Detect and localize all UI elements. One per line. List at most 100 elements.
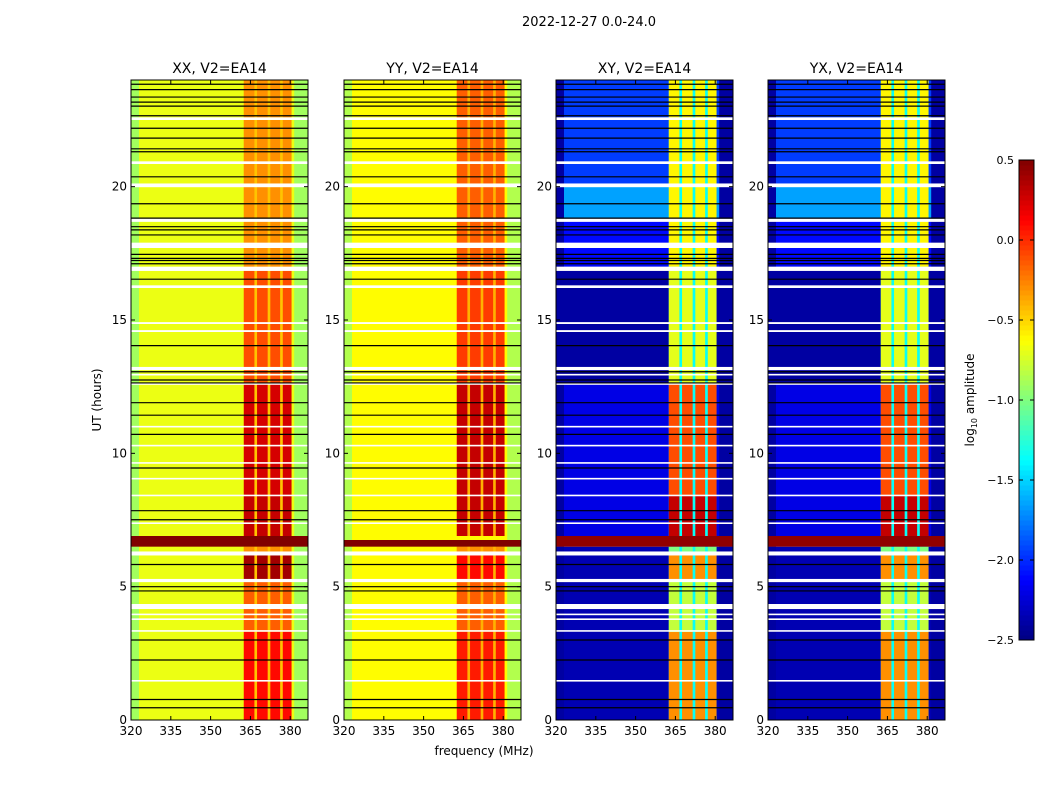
heatmap-cell-rfi: [707, 554, 717, 582]
colorbar-slice: [1019, 210, 1034, 216]
y-tick-label: 15: [325, 313, 340, 327]
flagged-row: [344, 373, 521, 376]
colorbar-slice: [1019, 360, 1034, 366]
x-tick-label: 365: [876, 724, 899, 738]
heatmap-cell-rfi: [695, 546, 706, 555]
heatmap-cell-rfi: [907, 384, 918, 496]
colorbar-slice: [1019, 515, 1034, 521]
heatmap-cell-rfi: [243, 632, 255, 720]
colorbar-slice: [1019, 320, 1034, 326]
heatmap-cell-rfi: [483, 632, 494, 720]
colorbar-slice: [1019, 555, 1034, 561]
colorbar-slice: [1019, 550, 1034, 556]
heatmap-cell-rfi: [668, 546, 680, 555]
colorbar-slice: [1019, 250, 1034, 256]
heatmap-cell-rfi: [682, 496, 693, 536]
flagged-row: [131, 266, 308, 271]
x-tick-label: 320: [545, 724, 568, 738]
y-tick-label: 15: [112, 313, 127, 327]
y-tick-label: 10: [325, 446, 340, 460]
flagged-row: [344, 522, 521, 524]
colorbar-slice: [1019, 460, 1034, 466]
heatmap-cell-rfi: [282, 632, 292, 720]
colorbar-slice: [1019, 445, 1034, 451]
flagged-row: [768, 522, 945, 524]
y-tick-label: 0: [332, 713, 340, 727]
flagged-row: [131, 462, 308, 464]
figure-suptitle: 2022-12-27 0.0-24.0: [522, 15, 656, 30]
heatmap-cell-rfi: [495, 546, 505, 555]
heatmap-cell-full-band: [131, 536, 308, 547]
x-tick-label: 320: [120, 724, 143, 738]
heatmap-cell-rfi: [243, 554, 255, 582]
colorbar-slice: [1019, 435, 1034, 441]
colorbar-slice: [1019, 545, 1034, 551]
heatmap-cell-rfi: [707, 384, 717, 496]
heatmap-cell-rfi: [257, 632, 268, 720]
colorbar-slice: [1019, 385, 1034, 391]
flagged-row: [556, 618, 733, 620]
heatmap-cell-full-band: [344, 540, 521, 547]
heatmap-cell-rfi: [695, 496, 706, 536]
colorbar-slice: [1019, 565, 1034, 571]
heatmap-cell-rfi: [282, 384, 292, 496]
colorbar-slice: [1019, 275, 1034, 281]
flagged-row: [768, 680, 945, 682]
flagged-row: [344, 425, 521, 428]
heatmap-cell-rfi: [495, 80, 505, 267]
heatmap-cell-rfi: [695, 384, 706, 496]
heatmap-cell-rfi: [282, 496, 292, 536]
heatmap-cell-rfi: [907, 80, 918, 267]
colorbar-slice: [1019, 485, 1034, 491]
colorbar-slice: [1019, 215, 1034, 221]
heatmap-cell-rfi: [907, 554, 918, 582]
heatmap-cell-rfi: [470, 496, 481, 536]
heatmap-cell-rfi: [243, 546, 255, 555]
colorbar-slice: [1019, 600, 1034, 606]
flagged-row: [556, 161, 733, 164]
heatmap-cell-rfi: [668, 384, 680, 496]
heatmap-cell-rfi: [707, 80, 717, 267]
colorbar-slice: [1019, 590, 1034, 596]
heatmap-cell-rfi: [243, 496, 255, 536]
colorbar-slice: [1019, 395, 1034, 401]
x-tick-label: 365: [452, 724, 475, 738]
flagged-row: [556, 494, 733, 497]
heatmap-cell-band-edge: [931, 80, 945, 187]
heatmap-cell-rfi: [270, 80, 281, 267]
colorbar-slice: [1019, 180, 1034, 186]
y-tick-label: 20: [749, 180, 764, 194]
heatmap-cell-rfi: [257, 80, 268, 267]
heatmap-cell-rfi: [243, 266, 255, 384]
y-tick-label: 10: [537, 446, 552, 460]
colorbar-slice: [1019, 570, 1034, 576]
heatmap-cell-rfi: [456, 632, 468, 720]
flagged-row: [344, 604, 521, 610]
colorbar-slice: [1019, 280, 1034, 286]
flagged-row: [556, 522, 733, 524]
heatmap-cell-rfi: [470, 546, 481, 555]
heatmap-cell-band-edge: [931, 266, 945, 384]
heatmap-cell-rfi: [270, 496, 281, 536]
colorbar-slice: [1019, 370, 1034, 376]
flagged-row: [344, 630, 521, 632]
panel-title: YX, V2=EA14: [809, 61, 904, 77]
colorbar-slice: [1019, 335, 1034, 341]
flagged-row: [344, 266, 521, 271]
colorbar-slice: [1019, 340, 1034, 346]
y-tick-label: 10: [749, 446, 764, 460]
colorbar-tick-label: 0.0: [997, 234, 1015, 247]
y-tick-label: 10: [112, 446, 127, 460]
flagged-row: [344, 551, 521, 556]
colorbar-slice: [1019, 500, 1034, 506]
heatmap-cell-rfi: [257, 384, 268, 496]
colorbar-slice: [1019, 235, 1034, 241]
y-tick-label: 20: [325, 180, 340, 194]
flagged-row: [556, 604, 733, 610]
flagged-row: [131, 477, 308, 480]
flagged-row: [131, 383, 308, 385]
flagged-row: [768, 578, 945, 583]
flagged-row: [344, 613, 521, 616]
flagged-row: [556, 330, 733, 332]
heatmap-cell-rfi: [919, 546, 929, 555]
